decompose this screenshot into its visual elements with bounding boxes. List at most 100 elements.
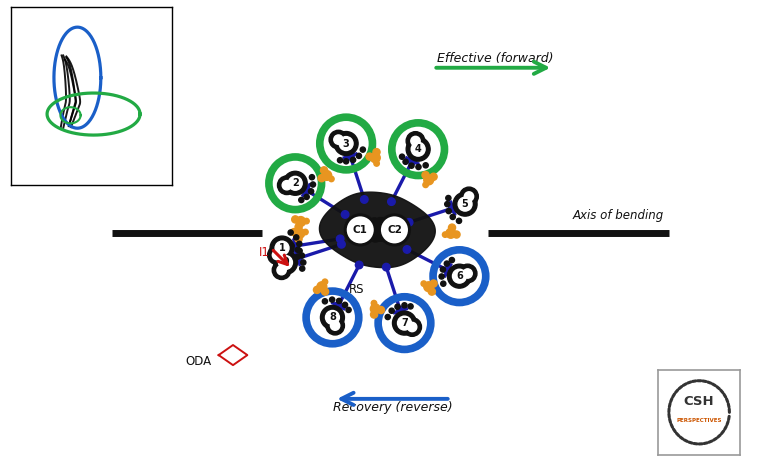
Circle shape — [337, 235, 344, 243]
Circle shape — [446, 208, 451, 214]
Circle shape — [365, 225, 379, 239]
Circle shape — [302, 186, 310, 195]
Circle shape — [403, 159, 408, 164]
Circle shape — [441, 281, 446, 286]
Circle shape — [409, 163, 414, 168]
Circle shape — [323, 299, 327, 304]
Circle shape — [330, 297, 335, 302]
Circle shape — [371, 311, 378, 318]
Circle shape — [464, 192, 474, 201]
Circle shape — [446, 195, 451, 201]
Circle shape — [346, 307, 351, 312]
Circle shape — [303, 229, 308, 235]
Circle shape — [297, 248, 302, 254]
Circle shape — [368, 218, 381, 231]
Text: ODA: ODA — [185, 355, 212, 368]
Circle shape — [313, 286, 321, 293]
Circle shape — [294, 255, 302, 262]
Circle shape — [337, 158, 343, 163]
Circle shape — [322, 288, 329, 295]
Polygon shape — [319, 192, 435, 267]
Circle shape — [368, 228, 382, 242]
Circle shape — [346, 152, 354, 160]
Circle shape — [370, 304, 380, 314]
Circle shape — [406, 137, 430, 161]
Text: Recovery (reverse): Recovery (reverse) — [333, 401, 452, 414]
Circle shape — [449, 224, 456, 231]
Circle shape — [458, 264, 477, 283]
Circle shape — [397, 307, 404, 315]
Circle shape — [329, 176, 334, 182]
Circle shape — [373, 149, 380, 156]
Circle shape — [275, 241, 289, 255]
Circle shape — [270, 236, 294, 260]
Circle shape — [298, 197, 304, 203]
Circle shape — [430, 173, 437, 180]
Circle shape — [422, 171, 429, 179]
Circle shape — [288, 176, 302, 190]
Circle shape — [282, 181, 291, 190]
Circle shape — [372, 300, 377, 306]
Text: PERSPECTIVES: PERSPECTIVES — [676, 419, 722, 423]
Circle shape — [308, 189, 314, 194]
Circle shape — [301, 260, 306, 265]
Circle shape — [375, 228, 388, 241]
Circle shape — [453, 269, 467, 283]
Circle shape — [296, 217, 305, 226]
Circle shape — [402, 303, 407, 308]
Circle shape — [440, 267, 446, 272]
Circle shape — [294, 235, 299, 240]
Circle shape — [463, 269, 472, 278]
Circle shape — [361, 196, 368, 203]
Circle shape — [360, 147, 365, 152]
Circle shape — [444, 261, 449, 266]
Circle shape — [326, 316, 344, 335]
Circle shape — [268, 246, 287, 264]
Circle shape — [460, 187, 478, 206]
Circle shape — [408, 304, 413, 309]
Circle shape — [304, 219, 309, 224]
Circle shape — [277, 266, 286, 275]
Circle shape — [333, 135, 343, 144]
Circle shape — [421, 281, 427, 286]
Text: 3: 3 — [343, 139, 350, 148]
Circle shape — [294, 228, 305, 238]
Circle shape — [341, 211, 349, 218]
Circle shape — [288, 230, 293, 235]
Text: Axis of bending: Axis of bending — [573, 209, 664, 222]
Circle shape — [326, 310, 340, 324]
Text: 5: 5 — [462, 199, 468, 209]
Circle shape — [272, 261, 291, 280]
Circle shape — [355, 261, 363, 269]
Text: C1: C1 — [353, 225, 368, 235]
Circle shape — [295, 236, 302, 243]
Circle shape — [411, 136, 420, 146]
Circle shape — [423, 182, 428, 188]
Circle shape — [370, 153, 380, 163]
Circle shape — [277, 176, 296, 195]
Circle shape — [309, 175, 315, 180]
Circle shape — [430, 280, 437, 287]
Circle shape — [428, 288, 435, 295]
Text: 1: 1 — [279, 243, 285, 253]
Circle shape — [411, 142, 425, 156]
Circle shape — [366, 153, 373, 160]
Circle shape — [322, 170, 332, 180]
Circle shape — [423, 163, 428, 168]
Circle shape — [343, 302, 347, 307]
Circle shape — [400, 154, 404, 159]
Circle shape — [334, 302, 343, 310]
Circle shape — [424, 175, 434, 185]
Circle shape — [453, 231, 460, 238]
Circle shape — [304, 195, 309, 200]
Circle shape — [453, 192, 477, 216]
Text: I1: I1 — [259, 246, 270, 259]
Circle shape — [295, 254, 300, 259]
Circle shape — [447, 264, 471, 288]
Circle shape — [339, 137, 353, 151]
Text: 4: 4 — [414, 144, 421, 154]
Circle shape — [449, 257, 454, 263]
Circle shape — [374, 218, 387, 231]
Text: Effective (forward): Effective (forward) — [437, 52, 553, 65]
Circle shape — [446, 228, 456, 238]
